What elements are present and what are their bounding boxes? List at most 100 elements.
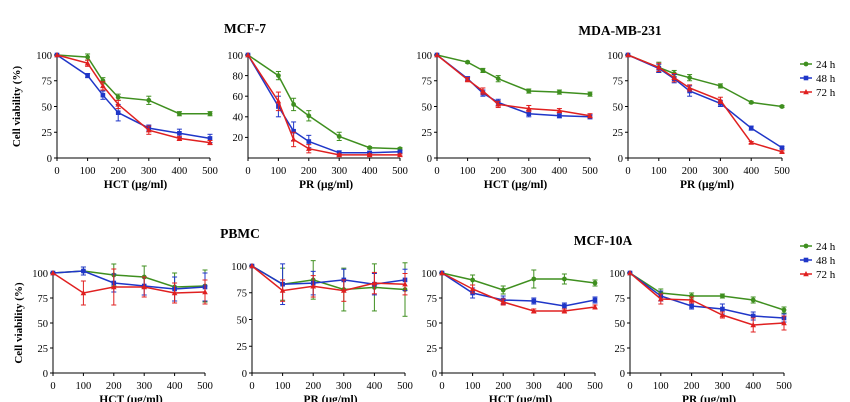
x-tick-label: 400 [172, 166, 188, 177]
data-point [290, 136, 297, 142]
series-24h [50, 263, 208, 303]
data-point [557, 89, 562, 95]
legend-label: 48 h [816, 73, 836, 85]
y-tick-label: 50 [427, 319, 438, 330]
y-tick-label: 25 [42, 128, 53, 139]
data-point [625, 52, 631, 58]
data-point [177, 111, 182, 117]
x-axis-label: PR (μg/ml) [680, 179, 734, 191]
y-tick-label: 0 [620, 369, 625, 380]
x-tick-label: 300 [526, 381, 542, 392]
axes: 0 100 200 300 400 500 0 25 50 75 100 [416, 51, 598, 177]
legend-item: 24 h [800, 59, 836, 71]
series-48h [54, 52, 213, 144]
chart-panel-2: 0 100 200 300 400 500 20 40 60 80 100 PR (μg/ml) [227, 51, 408, 191]
x-axis-label: PR (μg/ml) [299, 179, 353, 191]
y-tick-label: 50 [615, 319, 626, 330]
x-tick-label: 500 [582, 166, 598, 177]
x-tick-label: 100 [460, 166, 476, 177]
legend-item: 24 h [800, 241, 836, 253]
x-tick-label: 200 [110, 166, 126, 177]
series-72h [439, 270, 598, 314]
data-point [671, 74, 677, 80]
x-tick-label: 500 [392, 166, 408, 177]
series-line [247, 54, 401, 150]
y-tick-label: 100 [36, 51, 52, 62]
data-point [688, 297, 695, 303]
data-point [177, 130, 182, 136]
y-tick-label: 0 [242, 369, 247, 380]
data-point [495, 101, 501, 107]
series-line [441, 272, 596, 291]
y-tick-label: 100 [416, 51, 432, 62]
y-tick-label: 100 [231, 262, 247, 273]
x-tick-label: 0 [627, 381, 632, 392]
series-72h [625, 52, 785, 155]
data-point [526, 111, 532, 117]
series-line [251, 265, 406, 292]
legend-label: 48 h [816, 255, 836, 267]
data-point [531, 308, 537, 314]
x-tick-label: 0 [54, 166, 59, 177]
y-axis-label: Cell viability (%) [11, 66, 23, 148]
series-48h [625, 52, 785, 150]
data-point [500, 299, 506, 305]
y-tick-label: 20 [233, 133, 244, 144]
data-point [689, 303, 694, 309]
x-tick-label: 400 [367, 381, 383, 392]
series-72h [434, 52, 593, 119]
chart-title: MCF-10A [574, 233, 633, 248]
legend-2: 24 h 48 h 72 h [800, 241, 836, 281]
series-72h [249, 263, 408, 302]
data-point [306, 145, 312, 151]
y-tick-label: 40 [233, 113, 244, 124]
x-tick-label: 500 [202, 166, 218, 177]
y-tick-label: 25 [427, 344, 438, 355]
x-tick-label: 200 [682, 166, 698, 177]
axes: 0 100 200 300 400 500 0 25 50 75 100 [421, 269, 603, 392]
x-axis-label: HCT (μg/ml) [484, 179, 548, 191]
data-point [531, 298, 537, 304]
y-tick-label: 25 [422, 128, 433, 139]
legend-marker [803, 257, 809, 263]
data-point [310, 283, 316, 289]
y-tick-label: 60 [233, 92, 244, 103]
x-tick-label: 300 [521, 166, 537, 177]
data-point [592, 304, 598, 310]
series-72h [54, 52, 213, 146]
data-point [495, 76, 501, 82]
data-point [100, 92, 106, 98]
data-point [526, 88, 532, 94]
y-tick-label: 50 [422, 102, 433, 113]
x-tick-label: 200 [305, 381, 321, 392]
data-point [54, 52, 60, 58]
y-tick-label: 75 [422, 77, 433, 88]
data-point [719, 312, 726, 318]
data-point [207, 111, 213, 117]
series-line [52, 270, 206, 290]
data-point [464, 76, 471, 82]
series-48h [434, 52, 593, 120]
series-24h [434, 52, 593, 97]
data-point [434, 52, 440, 58]
data-point [402, 281, 408, 287]
x-tick-label: 300 [336, 381, 352, 392]
legend-item: 48 h [800, 73, 836, 85]
x-axis-label: PR (μg/ml) [303, 394, 357, 402]
y-tick-label: 25 [613, 128, 624, 139]
data-point [779, 145, 785, 150]
x-tick-label: 100 [651, 166, 667, 177]
data-point [748, 99, 754, 105]
data-point [627, 270, 633, 276]
x-tick-label: 500 [776, 381, 792, 392]
data-point [587, 91, 593, 97]
x-axis-label: HCT (μg/ml) [104, 179, 168, 191]
y-tick-label: 25 [38, 344, 49, 355]
legend-marker [803, 271, 809, 277]
data-point [249, 263, 255, 269]
x-tick-label: 100 [80, 166, 96, 177]
y-tick-label: 100 [227, 51, 243, 62]
y-tick-label: 0 [427, 154, 432, 165]
data-point [720, 306, 725, 312]
x-axis-label: HCT (μg/ml) [489, 394, 553, 402]
